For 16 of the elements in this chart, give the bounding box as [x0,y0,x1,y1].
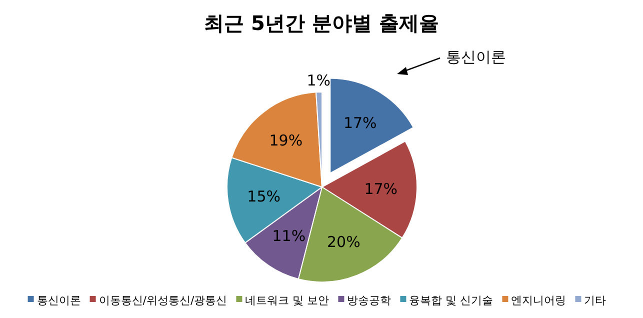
legend-label: 엔지니어링 [511,294,566,307]
legend-label: 융복합 및 신기술 [409,294,494,307]
data-label: 17% [364,180,398,198]
data-label: 1% [306,71,331,90]
data-label: 19% [269,132,303,150]
data-label: 17% [343,114,377,132]
text: 통신이론 [446,48,506,66]
legend-label: 방송공학 [347,294,392,307]
legend-label: 통신이론 [36,294,81,307]
legend-label: 기타 [584,294,606,307]
legend-label: 이동통신/위성통신/광통신 [98,294,228,307]
chart-title: 최근 5년간 분야별 출제율 [204,11,439,35]
data-label: 20% [327,233,360,252]
data-label: 15% [247,187,280,206]
legend-label: 네트워크 및 보안 [245,294,330,307]
data-label: 11% [272,226,306,245]
